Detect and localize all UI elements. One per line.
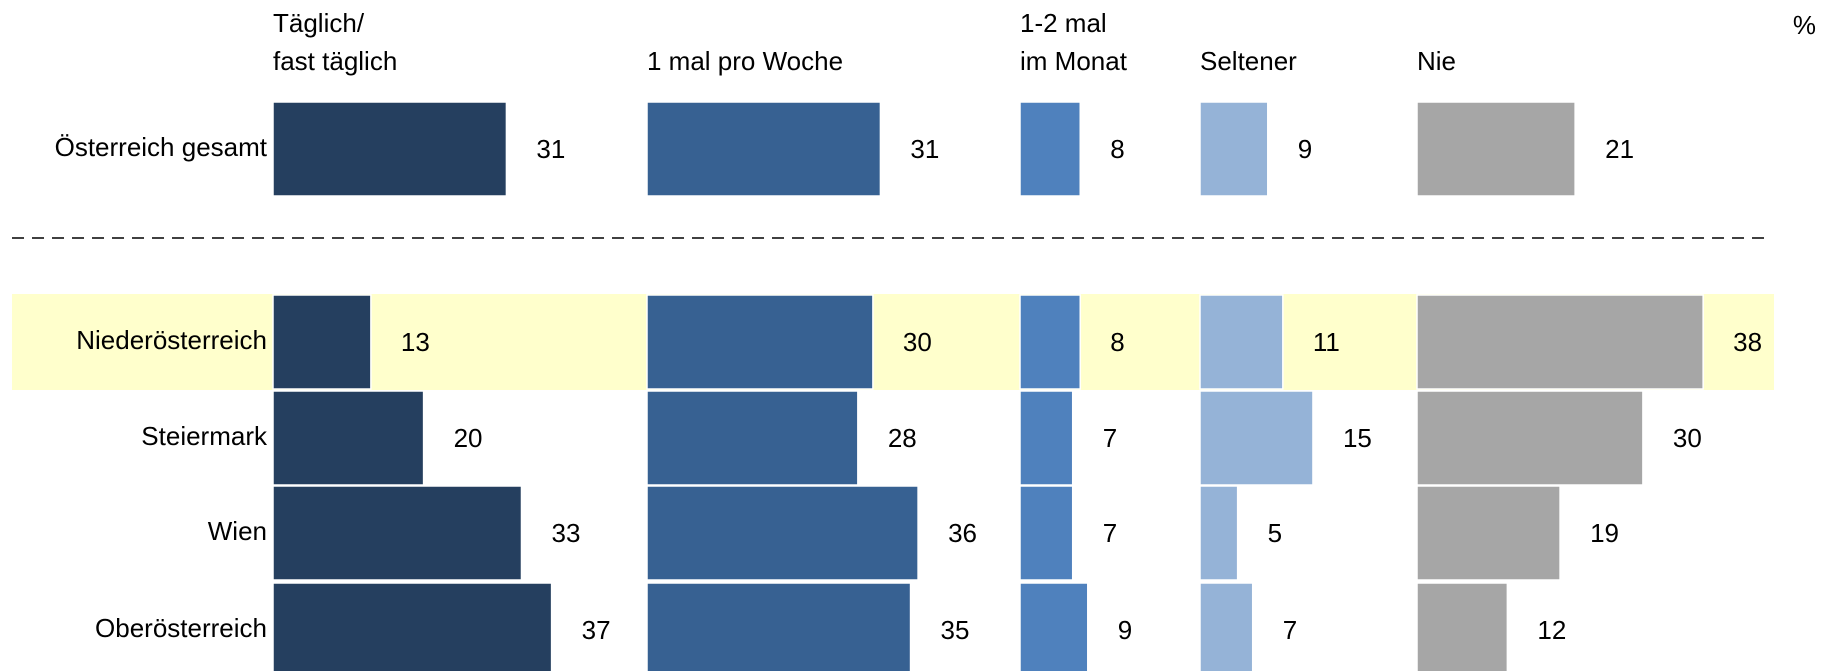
- value-label: 11: [1313, 327, 1340, 357]
- unit-label: %: [1793, 10, 1816, 40]
- column-header: Täglich/ fast täglich: [273, 8, 398, 76]
- value-label: 8: [1110, 134, 1124, 164]
- bar: [1416, 582, 1509, 671]
- value-label: 20: [454, 423, 483, 453]
- row-label: Niederösterreich: [76, 325, 267, 355]
- bar: [646, 582, 912, 671]
- bar: [272, 294, 372, 390]
- value-label: 35: [941, 615, 970, 645]
- bar: [272, 101, 508, 197]
- value-label: 5: [1268, 518, 1282, 548]
- bar: [1416, 101, 1576, 197]
- bar: [272, 390, 425, 486]
- column-header: 1 mal pro Woche: [647, 46, 844, 76]
- bar: [646, 294, 874, 390]
- value-label: 12: [1537, 615, 1566, 645]
- bar: [646, 485, 919, 581]
- value-label: 33: [551, 518, 580, 548]
- bar: [1199, 390, 1314, 486]
- bar: [1019, 101, 1081, 197]
- value-label: 9: [1118, 615, 1132, 645]
- bar: [1199, 485, 1239, 581]
- row-label: Wien: [208, 516, 267, 546]
- value-label: 7: [1103, 423, 1117, 453]
- value-label: 38: [1733, 327, 1762, 357]
- column-header: Seltener: [1200, 46, 1297, 76]
- value-label: 13: [401, 327, 430, 357]
- value-label: 31: [536, 134, 565, 164]
- bar: [1199, 101, 1269, 197]
- value-label: 36: [948, 518, 977, 548]
- value-label: 8: [1110, 327, 1124, 357]
- bar: [1416, 294, 1704, 390]
- value-label: 21: [1605, 134, 1634, 164]
- value-label: 30: [903, 327, 932, 357]
- value-label: 31: [910, 134, 939, 164]
- value-label: 28: [888, 423, 917, 453]
- bar: [1019, 390, 1074, 486]
- bar: [1199, 294, 1284, 390]
- column-header: 1-2 mal im Monat: [1020, 8, 1127, 76]
- row-label: Österreich gesamt: [55, 132, 268, 162]
- bar: [1199, 582, 1254, 671]
- bar: [272, 485, 523, 581]
- value-label: 9: [1298, 134, 1312, 164]
- value-label: 30: [1673, 423, 1702, 453]
- value-label: 7: [1103, 518, 1117, 548]
- column-header: Nie: [1417, 46, 1457, 76]
- value-label: 15: [1343, 423, 1372, 453]
- bar: [1019, 582, 1089, 671]
- bar: [272, 582, 553, 671]
- row-label: Oberösterreich: [95, 613, 267, 643]
- value-label: 7: [1283, 615, 1297, 645]
- bar: [646, 390, 859, 486]
- bar: [646, 101, 882, 197]
- bar: [1416, 390, 1644, 486]
- bar: [1019, 294, 1081, 390]
- row-label: Steiermark: [141, 421, 268, 451]
- value-label: 19: [1590, 518, 1619, 548]
- bar: [1416, 485, 1561, 581]
- bar: [1019, 485, 1074, 581]
- value-label: 37: [582, 615, 611, 645]
